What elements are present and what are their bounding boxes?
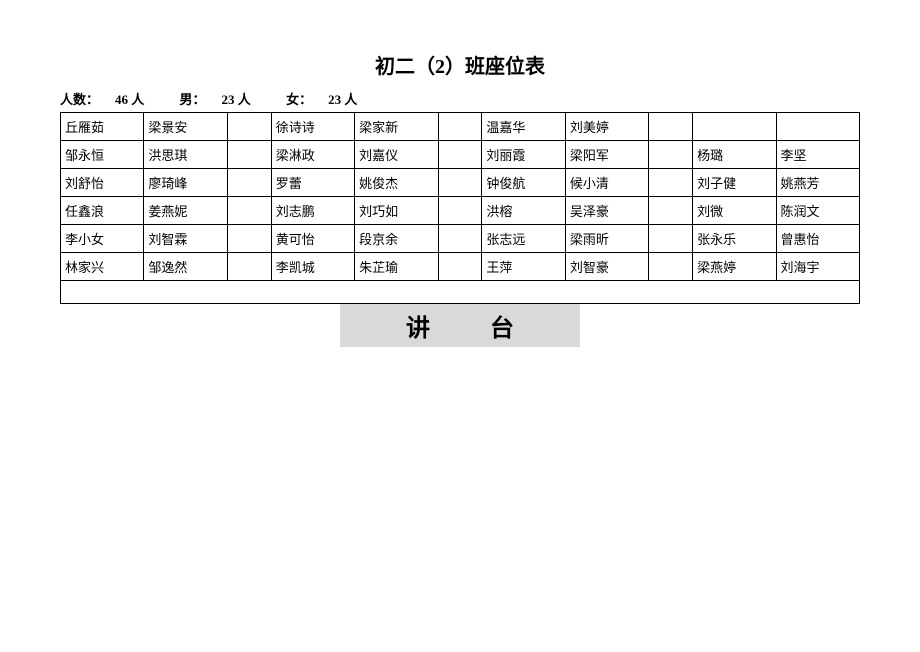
seating-row: 任鑫浪姜燕妮 刘志鹏刘巧如 洪榕吴泽豪 刘微陈润文 (61, 197, 860, 225)
seat-cell: 丘雁茹 (61, 113, 144, 141)
seating-body: 丘雁茹梁景安 徐诗诗梁家新 温嘉华刘美婷邹永恒洪思琪 梁淋政刘嘉仪 刘丽霞梁阳军 杨璐李坚… (61, 113, 860, 281)
merge-row (60, 281, 860, 304)
aisle-cell (438, 253, 482, 281)
stats-line: 人数：46 人 男：23 人 女：23 人 (60, 89, 860, 108)
seat-cell: 刘美婷 (565, 113, 648, 141)
seating-row: 邹永恒洪思琪 梁淋政刘嘉仪 刘丽霞梁阳军 杨璐李坚 (61, 141, 860, 169)
aisle-cell (649, 253, 693, 281)
aisle-cell (649, 113, 693, 141)
stat-female: 女：23 人 (286, 92, 373, 107)
seat-cell: 刘嘉仪 (355, 141, 438, 169)
seat-cell: 姜燕妮 (144, 197, 227, 225)
seat-cell: 吴泽豪 (565, 197, 648, 225)
seat-cell: 梁阳军 (565, 141, 648, 169)
seat-cell: 段京余 (355, 225, 438, 253)
seat-cell: 邹永恒 (61, 141, 144, 169)
seat-cell: 刘志鹏 (271, 197, 354, 225)
aisle-cell (227, 141, 271, 169)
seat-cell: 梁家新 (355, 113, 438, 141)
seat-cell: 张志远 (482, 225, 565, 253)
aisle-cell (227, 225, 271, 253)
seat-cell: 梁雨昕 (565, 225, 648, 253)
seating-row: 李小女刘智霖 黄可怡段京余 张志远梁雨昕 张永乐曾惠怡 (61, 225, 860, 253)
seat-cell: 罗蕾 (271, 169, 354, 197)
seat-cell: 刘智豪 (565, 253, 648, 281)
seat-cell: 洪思琪 (144, 141, 227, 169)
seat-cell: 梁淋政 (271, 141, 354, 169)
stat-total: 人数：46 人 (60, 92, 160, 107)
seat-cell: 杨璐 (693, 141, 776, 169)
seat-cell: 廖琦峰 (144, 169, 227, 197)
seat-cell (693, 113, 776, 141)
aisle-cell (438, 141, 482, 169)
seat-cell: 张永乐 (693, 225, 776, 253)
aisle-cell (438, 113, 482, 141)
seat-cell: 姚俊杰 (355, 169, 438, 197)
aisle-cell (438, 197, 482, 225)
seating-row: 丘雁茹梁景安 徐诗诗梁家新 温嘉华刘美婷 (61, 113, 860, 141)
seat-cell: 曾惠怡 (776, 225, 859, 253)
seat-cell: 王萍 (482, 253, 565, 281)
stat-male: 男：23 人 (180, 92, 267, 107)
seat-cell: 刘巧如 (355, 197, 438, 225)
podium-label: 讲台 (340, 304, 580, 347)
seat-cell: 刘舒怡 (61, 169, 144, 197)
seating-table: 丘雁茹梁景安 徐诗诗梁家新 温嘉华刘美婷邹永恒洪思琪 梁淋政刘嘉仪 刘丽霞梁阳军 杨璐李坚… (60, 112, 860, 281)
seat-cell: 黄可怡 (271, 225, 354, 253)
seat-cell: 钟俊航 (482, 169, 565, 197)
seat-cell: 陈润文 (776, 197, 859, 225)
aisle-cell (227, 253, 271, 281)
seat-cell: 李坚 (776, 141, 859, 169)
seat-cell: 刘智霖 (144, 225, 227, 253)
seat-cell: 邹逸然 (144, 253, 227, 281)
seat-cell: 徐诗诗 (271, 113, 354, 141)
aisle-cell (438, 169, 482, 197)
seat-cell: 姚燕芳 (776, 169, 859, 197)
seat-cell: 刘海宇 (776, 253, 859, 281)
aisle-cell (438, 225, 482, 253)
aisle-cell (649, 141, 693, 169)
aisle-cell (649, 169, 693, 197)
aisle-cell (227, 169, 271, 197)
seat-cell: 刘微 (693, 197, 776, 225)
seating-row: 刘舒怡廖琦峰 罗蕾姚俊杰 钟俊航候小清 刘子健姚燕芳 (61, 169, 860, 197)
aisle-cell (649, 197, 693, 225)
seat-cell: 梁景安 (144, 113, 227, 141)
seating-row: 林家兴邹逸然 李凯城朱芷瑜 王萍刘智豪 梁燕婷刘海宇 (61, 253, 860, 281)
seat-cell: 刘子健 (693, 169, 776, 197)
seat-cell: 李小女 (61, 225, 144, 253)
seat-cell: 李凯城 (271, 253, 354, 281)
seat-cell: 刘丽霞 (482, 141, 565, 169)
seat-cell: 林家兴 (61, 253, 144, 281)
seat-cell: 梁燕婷 (693, 253, 776, 281)
aisle-cell (649, 225, 693, 253)
aisle-cell (227, 113, 271, 141)
seat-cell: 朱芷瑜 (355, 253, 438, 281)
aisle-cell (227, 197, 271, 225)
seat-cell: 洪榕 (482, 197, 565, 225)
seat-cell: 温嘉华 (482, 113, 565, 141)
seat-cell: 任鑫浪 (61, 197, 144, 225)
page-title: 初二（2）班座位表 (60, 50, 860, 79)
merge-cell (61, 281, 860, 303)
seat-cell (776, 113, 859, 141)
seat-cell: 候小清 (565, 169, 648, 197)
